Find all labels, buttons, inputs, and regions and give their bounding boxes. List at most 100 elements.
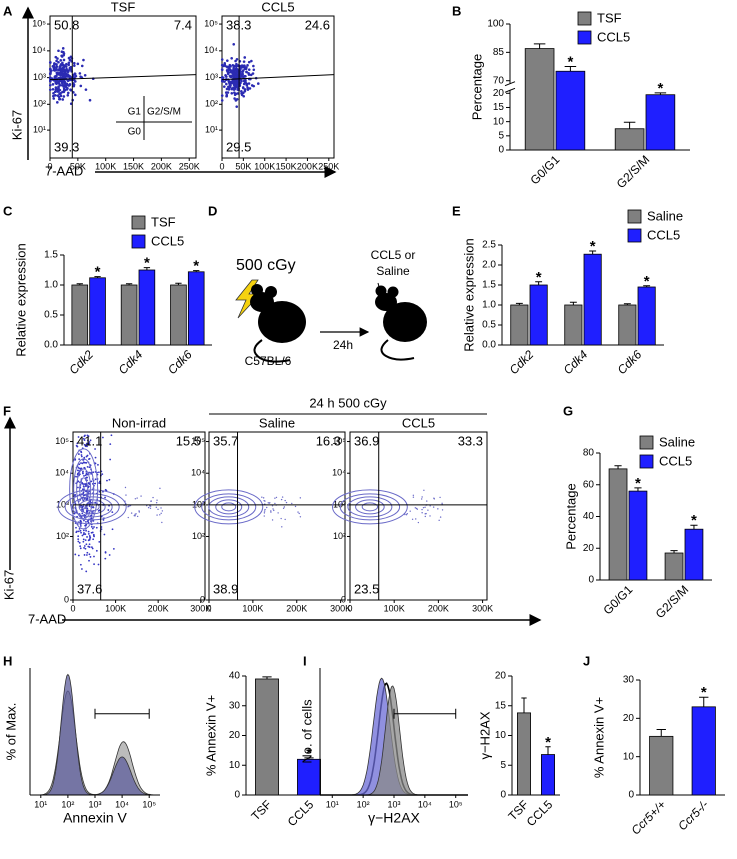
event-dot — [441, 502, 443, 505]
event-dot — [81, 462, 84, 465]
event-dot — [83, 466, 86, 469]
event-dot — [76, 442, 79, 445]
event-dot — [56, 90, 60, 93]
gate-marker — [94, 708, 150, 719]
legend-swatch — [627, 209, 642, 224]
strain-label: C57BL/6 — [245, 354, 292, 368]
event-dot — [273, 509, 275, 512]
y-tick-label: 0 — [234, 790, 240, 801]
event-dot — [78, 541, 81, 544]
event-dot — [84, 533, 87, 536]
event-dot — [221, 64, 225, 68]
event-dot — [227, 68, 231, 72]
event-dot — [97, 471, 100, 474]
event-dot — [87, 545, 90, 548]
plot-title: TSF — [111, 0, 136, 14]
event-dot — [88, 442, 91, 445]
event-dot — [111, 511, 114, 514]
x-tick-label: 100K — [254, 161, 275, 171]
event-dot — [232, 66, 235, 70]
event-dot — [60, 73, 64, 77]
event-dot — [252, 68, 256, 72]
event-dot — [124, 500, 126, 502]
y-tick-label: 20 — [229, 730, 241, 741]
event-dot — [61, 61, 64, 65]
panel-letter: I — [303, 653, 307, 668]
event-dot — [438, 519, 440, 522]
event-dot — [294, 505, 297, 508]
event-dot — [271, 519, 274, 521]
significance-marker: * — [536, 269, 542, 286]
event-dot — [98, 490, 101, 493]
x-tick-label: 10⁴ — [115, 799, 129, 809]
panel-letter: E — [452, 203, 461, 218]
y-tick-label: 70 — [493, 75, 505, 86]
event-dot — [231, 74, 235, 78]
event-dot — [54, 88, 58, 91]
event-dot — [134, 513, 136, 516]
event-dot — [82, 483, 85, 485]
contour — [361, 502, 379, 512]
event-dot — [439, 496, 441, 499]
contour — [331, 489, 408, 525]
event-dot — [52, 97, 56, 100]
event-dot — [107, 509, 110, 511]
y-tick-label: 20 — [493, 88, 505, 99]
x-tick-label: TSF — [248, 797, 274, 823]
y-tick-label: 20 — [623, 713, 635, 724]
error-bar — [623, 303, 631, 305]
y-tick-label: 0.5 — [482, 320, 496, 331]
event-dot — [85, 472, 88, 475]
event-dot — [69, 55, 73, 59]
bar — [684, 528, 704, 581]
quadrant-value: 16.3 — [316, 433, 341, 448]
x-tick-label: Cdk4 — [561, 347, 591, 377]
event-dot — [234, 92, 238, 96]
event-dot — [92, 519, 95, 522]
y-tick-label: 10⁵ — [204, 18, 218, 28]
event-dot — [235, 62, 238, 66]
event-dot — [87, 435, 90, 438]
x-tick-label: 200K — [151, 161, 172, 171]
gate-line — [49, 74, 197, 81]
event-dot — [82, 491, 85, 494]
diagram-d: D 500 cGy C57BL/6 24h CCL5 or Saline — [208, 203, 427, 368]
event-dot — [225, 75, 228, 78]
event-dot — [91, 512, 93, 514]
y-tick-label: 10⁵ — [191, 436, 205, 446]
event-dot — [86, 445, 88, 448]
x-tick-label: 100K — [105, 603, 126, 613]
significance-marker: * — [644, 273, 650, 290]
event-dot — [69, 88, 73, 92]
y-tick-label: 10⁴ — [332, 468, 346, 478]
event-dot — [256, 82, 260, 85]
y-tick-label: 85 — [493, 47, 505, 58]
event-dot — [264, 500, 266, 502]
x-tick-label: 10³ — [387, 799, 400, 809]
event-dot — [48, 83, 52, 87]
contour — [57, 489, 127, 525]
event-dot — [244, 75, 247, 78]
histogram-curve — [30, 673, 160, 796]
y-tick-label: 5 — [500, 760, 506, 771]
y-tick-label: 100 — [487, 19, 504, 30]
event-dot — [82, 538, 85, 541]
error-bar — [262, 676, 272, 679]
event-dot — [281, 496, 284, 498]
event-dot — [88, 441, 91, 443]
event-dot — [159, 487, 161, 490]
event-dot — [82, 58, 85, 62]
event-dot — [59, 91, 62, 95]
panel-letter: J — [583, 653, 590, 668]
bar — [510, 304, 529, 346]
event-dot — [229, 70, 233, 74]
event-dot — [263, 510, 266, 512]
event-dot — [82, 461, 85, 464]
x-tick-label: Cdk2 — [507, 347, 537, 377]
event-dot — [59, 73, 62, 77]
event-dot — [220, 94, 224, 97]
y-tick-label: 10 — [493, 116, 505, 127]
event-dot — [88, 553, 91, 556]
group-title: 24 h 500 cGy — [309, 395, 387, 410]
quadrant-value: 39.3 — [54, 139, 79, 154]
